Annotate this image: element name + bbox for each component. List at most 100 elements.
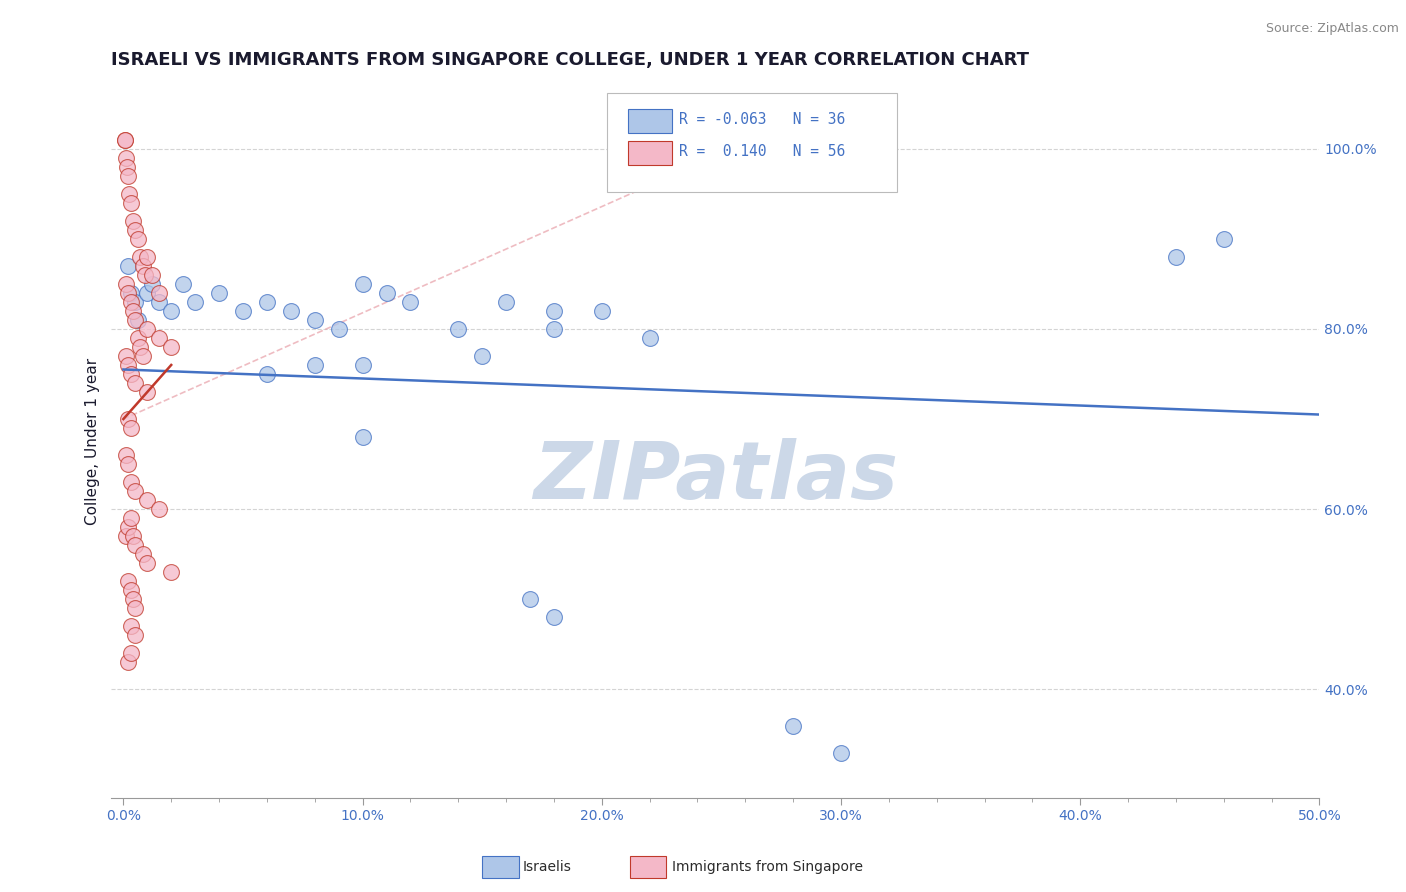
Point (127, 313, 149, 327)
Point (1164, 250, 1187, 264)
Text: Israelis: Israelis (523, 860, 572, 874)
Point (141, 277, 163, 291)
Point (447, 322, 470, 336)
Point (120, 421, 142, 435)
Point (122, 592, 145, 607)
Point (124, 538, 146, 552)
Point (519, 592, 541, 607)
Point (118, 186, 141, 201)
Point (232, 304, 254, 318)
Point (114, 277, 136, 291)
Point (160, 566, 183, 580)
Point (129, 250, 152, 264)
Point (134, 268, 156, 282)
Point (117, 285, 139, 300)
Point (117, 412, 139, 426)
Point (136, 493, 159, 508)
Point (136, 556, 159, 570)
Point (543, 610, 565, 624)
Point (136, 322, 159, 336)
Point (117, 457, 139, 471)
Point (591, 304, 613, 318)
Point (304, 313, 326, 327)
Text: R =  0.140   N = 56: R = 0.140 N = 56 (679, 145, 845, 160)
Text: Immigrants from Singapore: Immigrants from Singapore (672, 860, 863, 874)
Point (148, 294, 170, 309)
Point (208, 285, 231, 300)
Point (172, 277, 194, 291)
Point (141, 268, 163, 282)
Point (471, 349, 494, 363)
Point (375, 285, 398, 300)
Point (114, 151, 136, 165)
Point (124, 376, 146, 390)
Point (117, 358, 139, 372)
Point (830, 746, 852, 760)
Point (184, 294, 207, 309)
Point (120, 294, 142, 309)
Point (256, 367, 278, 381)
Point (122, 213, 145, 227)
Point (148, 502, 170, 516)
Point (136, 384, 159, 399)
Point (352, 430, 374, 444)
Point (399, 294, 422, 309)
Point (543, 322, 565, 336)
Point (114, 349, 136, 363)
Point (782, 718, 804, 732)
Point (148, 331, 170, 345)
Point (280, 304, 302, 318)
Point (160, 340, 183, 354)
Point (117, 520, 139, 534)
Point (124, 628, 146, 642)
Point (120, 195, 142, 210)
FancyBboxPatch shape (628, 141, 672, 165)
Point (114, 133, 136, 147)
Point (120, 285, 142, 300)
Point (114, 133, 136, 147)
Point (256, 294, 278, 309)
Point (120, 619, 142, 633)
Point (129, 340, 152, 354)
Point (124, 313, 146, 327)
Point (495, 294, 517, 309)
Point (131, 547, 153, 561)
Point (120, 511, 142, 525)
Point (117, 259, 139, 273)
Point (543, 304, 565, 318)
Point (352, 358, 374, 372)
Point (124, 294, 146, 309)
Point (124, 223, 146, 237)
Point (122, 304, 145, 318)
Point (136, 285, 159, 300)
Point (160, 304, 183, 318)
Text: ZIPatlas: ZIPatlas (533, 438, 898, 516)
Point (120, 647, 142, 661)
Point (114, 448, 136, 462)
Point (117, 574, 139, 589)
Point (127, 331, 149, 345)
Point (114, 529, 136, 543)
FancyBboxPatch shape (607, 93, 897, 193)
Point (122, 529, 145, 543)
Point (352, 277, 374, 291)
Point (124, 601, 146, 615)
Point (120, 583, 142, 598)
Point (148, 285, 170, 300)
Point (115, 160, 138, 174)
Point (117, 656, 139, 670)
Point (304, 358, 326, 372)
Text: R = -0.063   N = 36: R = -0.063 N = 36 (679, 112, 845, 128)
Point (136, 250, 159, 264)
Point (131, 259, 153, 273)
Text: ISRAELI VS IMMIGRANTS FROM SINGAPORE COLLEGE, UNDER 1 YEAR CORRELATION CHART: ISRAELI VS IMMIGRANTS FROM SINGAPORE COL… (111, 51, 1029, 69)
Point (117, 169, 139, 183)
Point (638, 331, 661, 345)
Point (127, 232, 149, 246)
Text: Source: ZipAtlas.com: Source: ZipAtlas.com (1265, 22, 1399, 36)
Point (124, 484, 146, 499)
Y-axis label: College, Under 1 year: College, Under 1 year (86, 358, 100, 525)
Point (131, 349, 153, 363)
Point (120, 475, 142, 490)
Point (120, 367, 142, 381)
